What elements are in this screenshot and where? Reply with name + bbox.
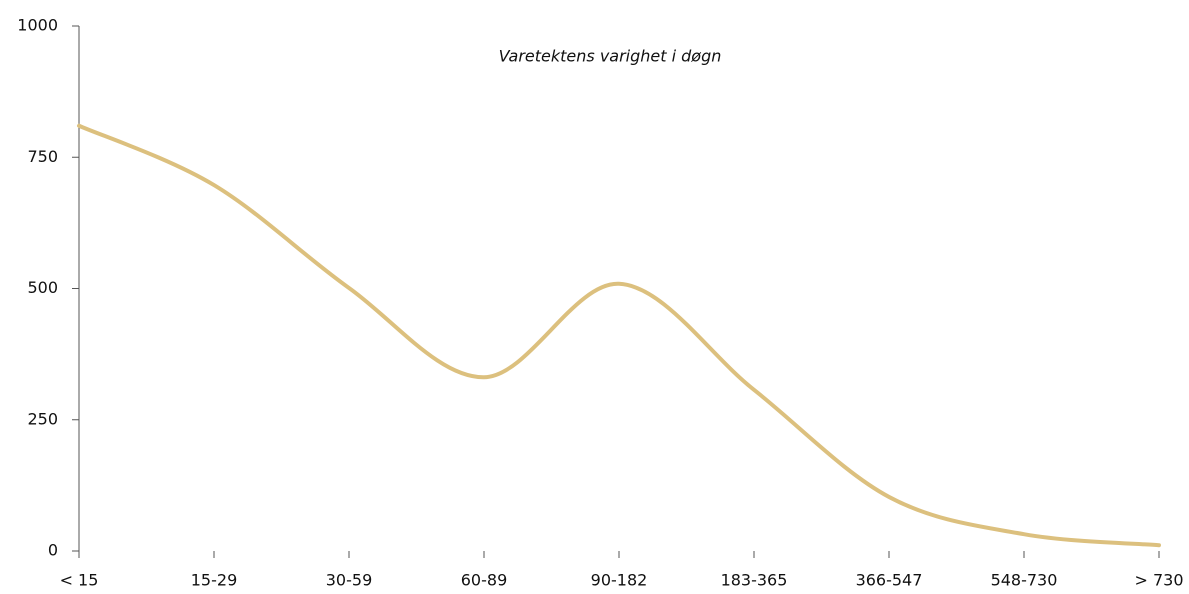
chart-title: Varetektens varighet i døgn bbox=[499, 47, 722, 66]
x-tick-label: 366-547 bbox=[856, 571, 923, 590]
x-tick-label: 548-730 bbox=[991, 571, 1058, 590]
x-tick-label: 90-182 bbox=[591, 571, 648, 590]
x-tick-label: 15-29 bbox=[191, 571, 238, 590]
y-tick-label: 1000 bbox=[17, 16, 58, 35]
x-tick-label: < 15 bbox=[60, 571, 99, 590]
y-tick-label: 250 bbox=[27, 409, 58, 428]
x-tick-label: 30-59 bbox=[326, 571, 373, 590]
x-tick-label: 60-89 bbox=[461, 571, 508, 590]
x-tick-label: 183-365 bbox=[721, 571, 788, 590]
line bbox=[77, 123, 1161, 548]
y-tick-label: 500 bbox=[27, 278, 58, 297]
y-tick-label: 0 bbox=[48, 541, 58, 560]
y-tick-label: 750 bbox=[27, 147, 58, 166]
x-tick-label: > 730 bbox=[1134, 571, 1183, 590]
